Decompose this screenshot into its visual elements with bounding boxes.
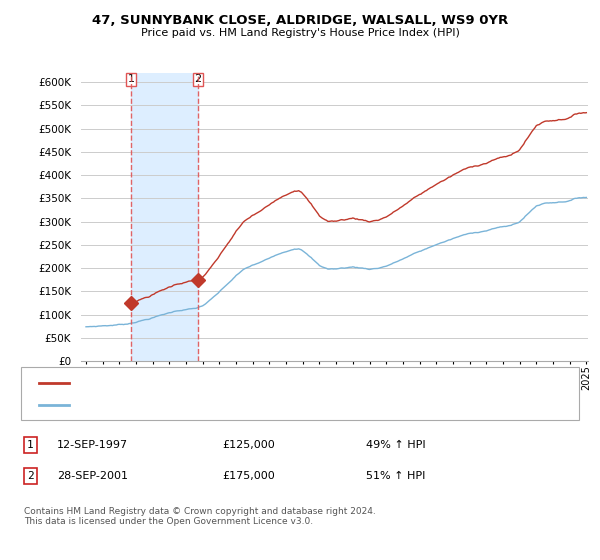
Text: 12-SEP-1997: 12-SEP-1997 — [57, 440, 128, 450]
Text: Price paid vs. HM Land Registry's House Price Index (HPI): Price paid vs. HM Land Registry's House … — [140, 28, 460, 38]
Text: Contains HM Land Registry data © Crown copyright and database right 2024.
This d: Contains HM Land Registry data © Crown c… — [24, 507, 376, 526]
Text: 49% ↑ HPI: 49% ↑ HPI — [366, 440, 425, 450]
Text: £175,000: £175,000 — [222, 471, 275, 481]
Bar — [131, 73, 198, 361]
Text: 47, SUNNYBANK CLOSE, ALDRIDGE, WALSALL, WS9 0YR: 47, SUNNYBANK CLOSE, ALDRIDGE, WALSALL, … — [92, 14, 508, 27]
Text: 1: 1 — [27, 440, 34, 450]
Text: 51% ↑ HPI: 51% ↑ HPI — [366, 471, 425, 481]
Text: 28-SEP-2001: 28-SEP-2001 — [57, 471, 128, 481]
Text: 2: 2 — [194, 74, 202, 84]
Text: 1: 1 — [128, 74, 134, 84]
Text: 47, SUNNYBANK CLOSE, ALDRIDGE, WALSALL, WS9 0YR (detached house): 47, SUNNYBANK CLOSE, ALDRIDGE, WALSALL, … — [75, 378, 460, 388]
Text: 2: 2 — [27, 471, 34, 481]
Text: HPI: Average price, detached house, Walsall: HPI: Average price, detached house, Wals… — [75, 400, 305, 410]
Text: £125,000: £125,000 — [222, 440, 275, 450]
